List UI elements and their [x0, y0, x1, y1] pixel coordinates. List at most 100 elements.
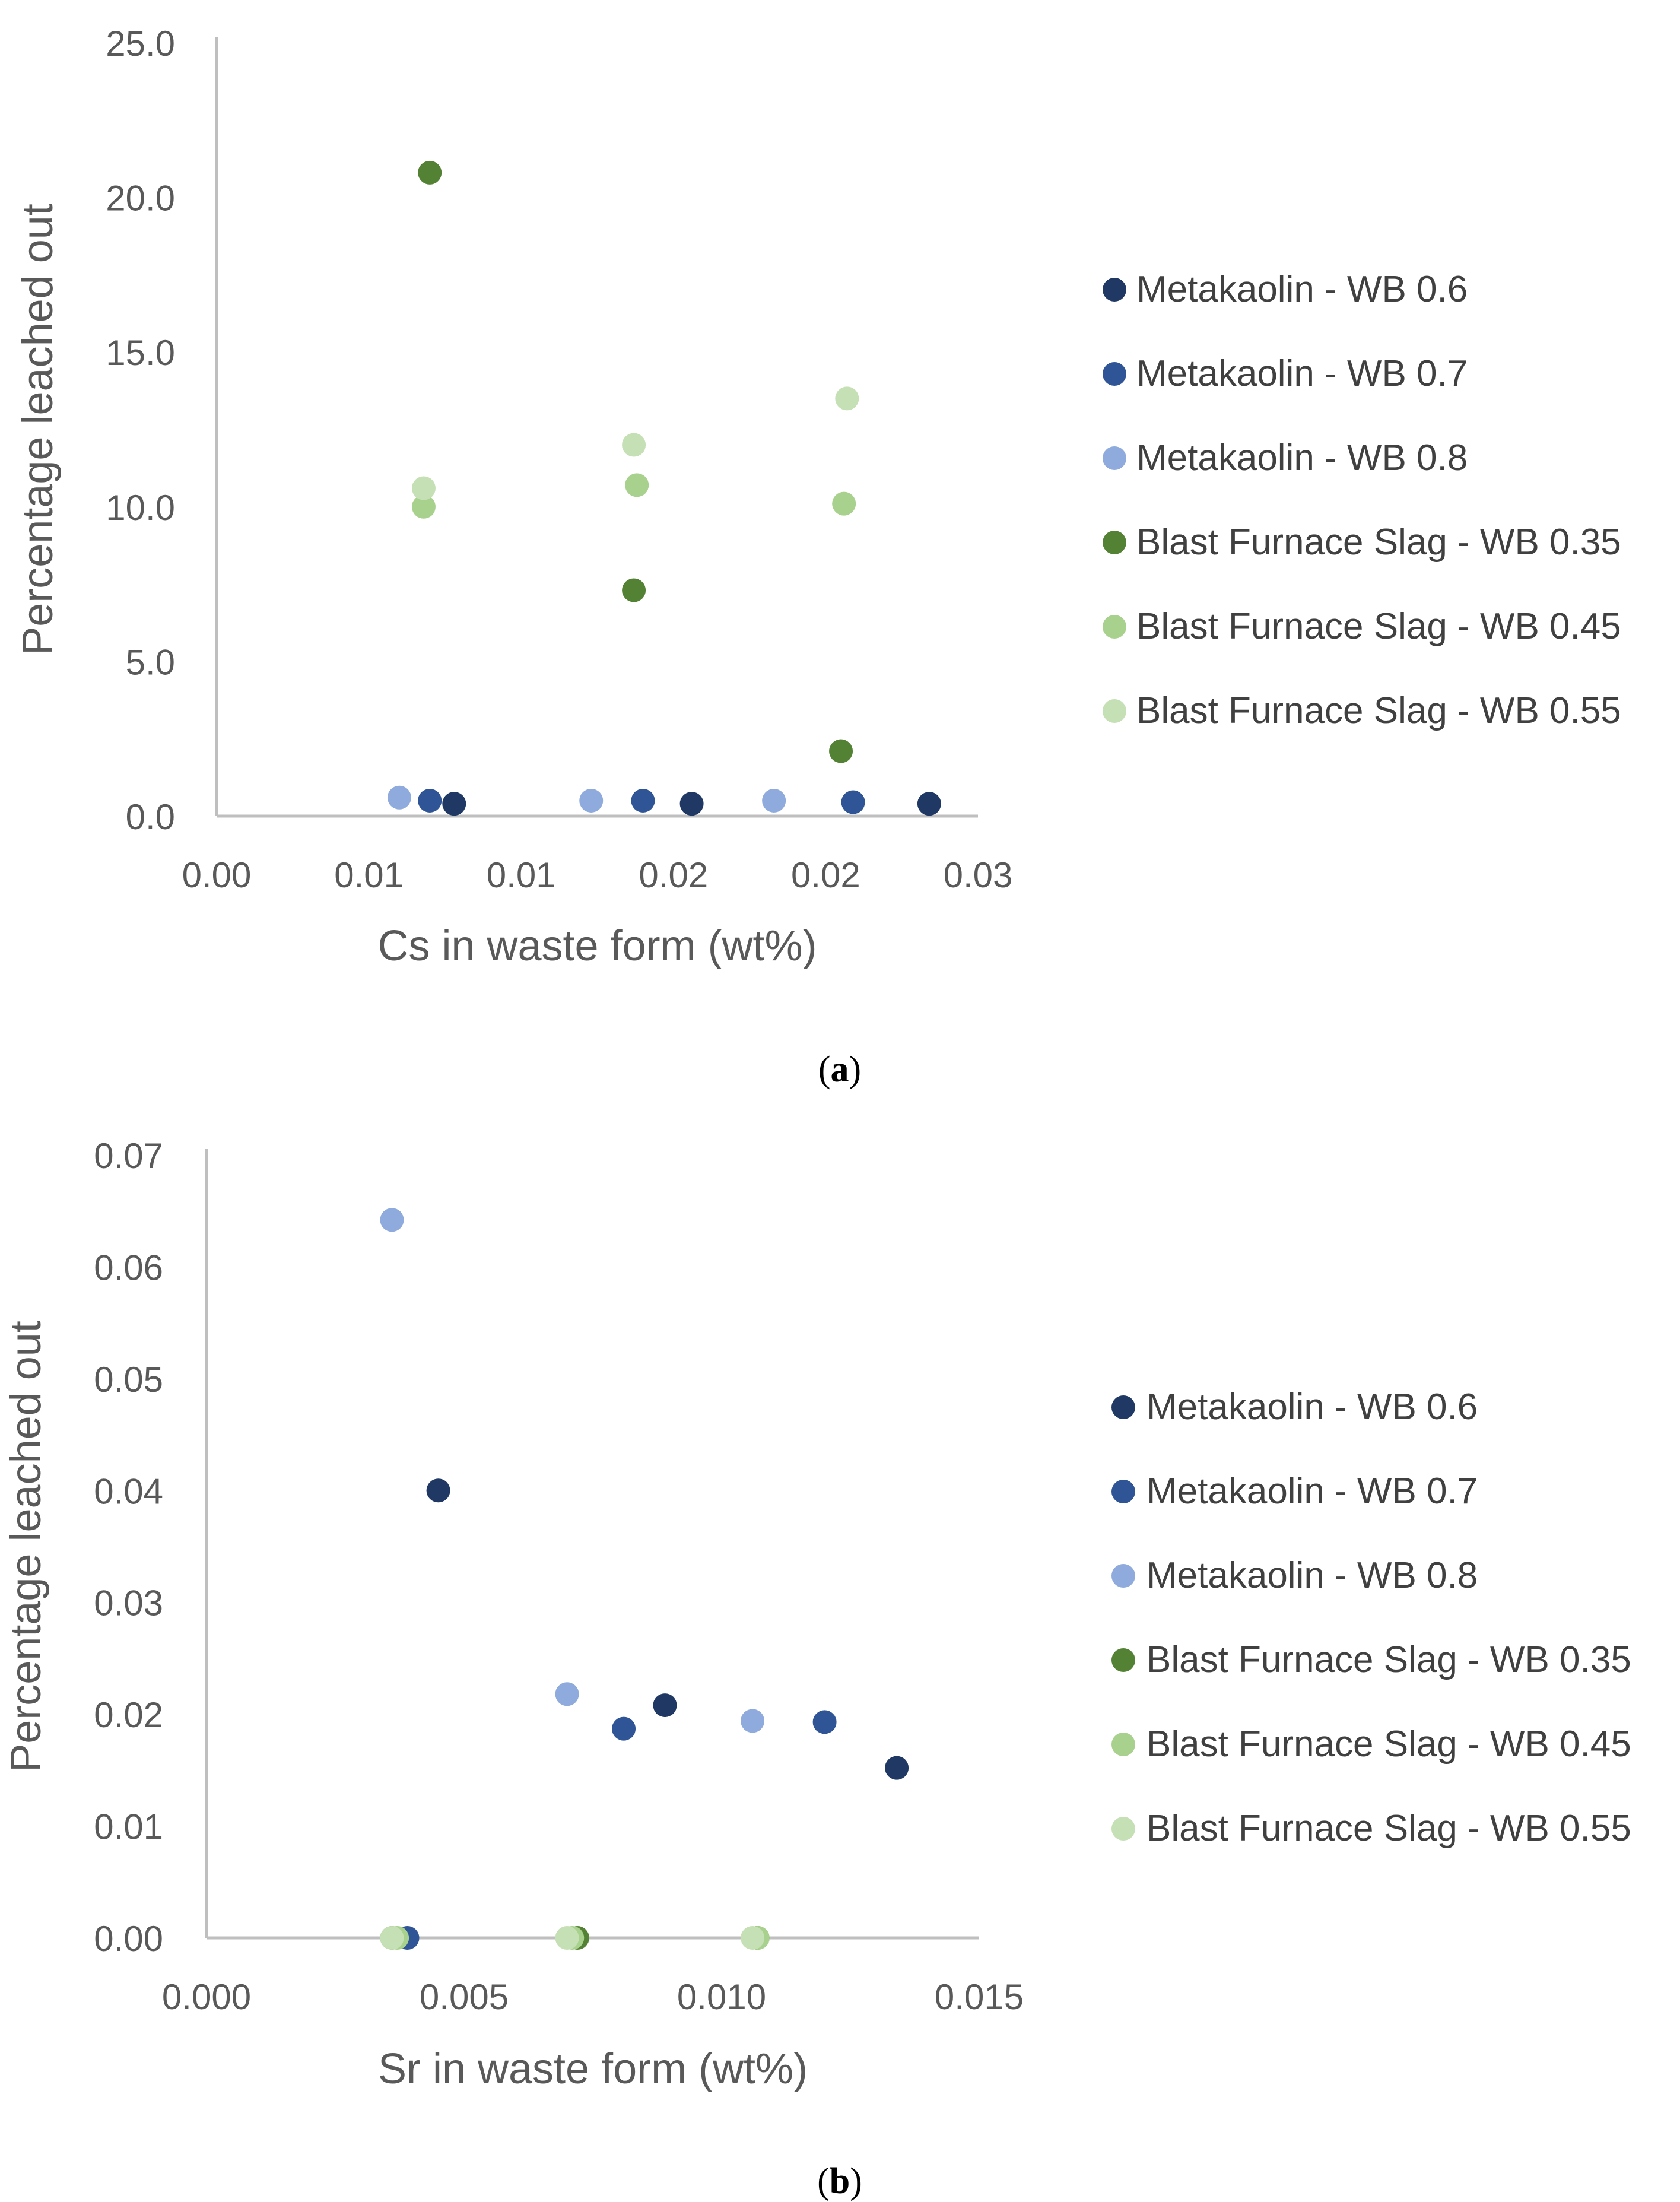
legend-marker	[1111, 1564, 1135, 1588]
data-point	[829, 739, 853, 763]
x-tick-label: 0.02	[639, 855, 708, 895]
panel-label: (b)	[817, 2161, 862, 2201]
legend-marker	[1111, 1480, 1135, 1503]
x-tick-label: 0.01	[334, 855, 404, 895]
series-6-points	[411, 386, 859, 500]
panel-label-letter: a	[831, 1049, 849, 1090]
cs-leaching-scatter-chart: 0.0 5.0 10.0 15.0 20.0 25.0 0.00 0.01 0.01 0.02 0.…	[14, 24, 1621, 1090]
sr-leaching-scatter-chart: 0.00 0.01 0.02 0.03 0.04 0.05 0.06 0.07 0.000 0.0…	[2, 1136, 1631, 2201]
series-2-points	[395, 1710, 837, 1950]
y-tick-label: 0.03	[94, 1584, 163, 1623]
y-tick-label: 15.0	[106, 333, 175, 373]
panel-label-close-paren: )	[850, 2161, 862, 2201]
data-point	[555, 1926, 579, 1950]
x-tick-label: 0.02	[791, 855, 860, 895]
data-point	[762, 788, 786, 813]
x-tick-label: 0.000	[162, 1977, 251, 2017]
data-point	[832, 491, 856, 516]
data-point	[841, 790, 865, 814]
y-axis-title: Percentage leached out	[2, 1321, 50, 1772]
data-point	[442, 792, 466, 816]
data-point	[625, 473, 649, 497]
panel-label: (a)	[818, 1049, 861, 1090]
legend-label: Blast Furnace Slag - WB 0.55	[1147, 1808, 1631, 1849]
data-point	[579, 788, 604, 813]
legend-label: Metakaolin - WB 0.8	[1136, 437, 1468, 478]
data-point	[622, 433, 646, 457]
x-tick-label: 0.00	[182, 855, 252, 895]
series-1-points	[426, 1478, 909, 1780]
data-point	[387, 785, 411, 810]
legend-marker	[1111, 1648, 1135, 1672]
legend-marker	[1103, 446, 1126, 470]
chart-panel-b: 0.00 0.01 0.02 0.03 0.04 0.05 0.06 0.07 0.000 0.0…	[0, 1098, 1680, 2202]
x-axis-title: Sr in waste form (wt%)	[378, 2045, 808, 2093]
data-point	[885, 1756, 909, 1780]
panel-label-open-paren: (	[817, 2161, 830, 2201]
series-3-points	[387, 785, 786, 813]
x-tick-label: 0.03	[944, 855, 1013, 895]
series-3-points	[380, 1208, 765, 1733]
data-point	[426, 1478, 450, 1503]
legend-marker	[1111, 1733, 1135, 1756]
legend-marker	[1103, 699, 1126, 723]
y-tick-label: 0.02	[94, 1695, 163, 1735]
data-point	[418, 160, 442, 185]
series-4-points	[418, 160, 853, 763]
legend-label: Blast Furnace Slag - WB 0.45	[1147, 1724, 1631, 1765]
series-2-points	[418, 788, 865, 814]
data-point	[411, 476, 436, 500]
y-tick-label: 0.00	[94, 1919, 163, 1959]
y-tick-label: 0.05	[94, 1360, 163, 1400]
data-point	[812, 1710, 837, 1734]
y-axis-title: Percentage leached out	[14, 204, 62, 655]
panel-label-letter: b	[830, 2161, 850, 2201]
y-tick-label: 10.0	[106, 488, 175, 528]
legend-label: Metakaolin - WB 0.6	[1136, 269, 1468, 310]
data-point	[653, 1693, 677, 1718]
y-tick-label: 0.01	[94, 1807, 163, 1847]
legend-label: Blast Furnace Slag - WB 0.35	[1147, 1639, 1631, 1680]
y-tick-label: 0.07	[94, 1136, 163, 1176]
y-tick-label: 0.06	[94, 1248, 163, 1287]
data-point	[418, 788, 442, 813]
y-tick-label: 20.0	[106, 179, 175, 218]
legend-marker	[1103, 278, 1126, 302]
y-tick-label: 0.04	[94, 1471, 163, 1511]
legend-label: Metakaolin - WB 0.7	[1147, 1471, 1478, 1512]
data-point	[612, 1716, 636, 1741]
legend-marker	[1103, 362, 1126, 386]
data-point	[555, 1682, 579, 1706]
data-point	[835, 386, 859, 411]
y-tick-label: 5.0	[126, 642, 175, 682]
legend-label: Metakaolin - WB 0.8	[1147, 1555, 1478, 1596]
legend-marker	[1111, 1395, 1135, 1419]
panel-label-close-paren: )	[849, 1049, 862, 1090]
x-tick-label: 0.01	[487, 855, 556, 895]
legend-label: Blast Furnace Slag - WB 0.55	[1136, 690, 1621, 731]
data-point	[622, 578, 646, 602]
series-1-points	[442, 792, 941, 816]
x-tick-label: 0.015	[935, 1977, 1024, 2017]
legend-label: Blast Furnace Slag - WB 0.35	[1136, 522, 1621, 563]
y-tick-label: 0.0	[126, 797, 175, 837]
legend-marker	[1103, 615, 1126, 639]
series-5-points	[411, 473, 856, 519]
legend-marker	[1111, 1817, 1135, 1841]
series-6-points	[380, 1926, 765, 1950]
data-point	[631, 788, 655, 813]
y-tick-label: 25.0	[106, 24, 175, 64]
data-point	[741, 1926, 765, 1950]
legend-label: Blast Furnace Slag - WB 0.45	[1136, 606, 1621, 647]
data-point	[380, 1926, 404, 1950]
chart-panel-a: 0.0 5.0 10.0 15.0 20.0 25.0 0.00 0.01 0.01 0.02 0.…	[0, 0, 1680, 1098]
x-tick-label: 0.010	[677, 1977, 766, 2017]
legend-label: Metakaolin - WB 0.7	[1136, 353, 1468, 394]
data-point	[411, 494, 436, 519]
legend-marker	[1103, 531, 1126, 554]
panel-label-open-paren: (	[818, 1049, 831, 1090]
x-tick-label: 0.005	[420, 1977, 509, 2017]
data-point	[380, 1208, 404, 1232]
data-point	[741, 1709, 765, 1733]
x-axis-title: Cs in waste form (wt%)	[377, 922, 817, 970]
